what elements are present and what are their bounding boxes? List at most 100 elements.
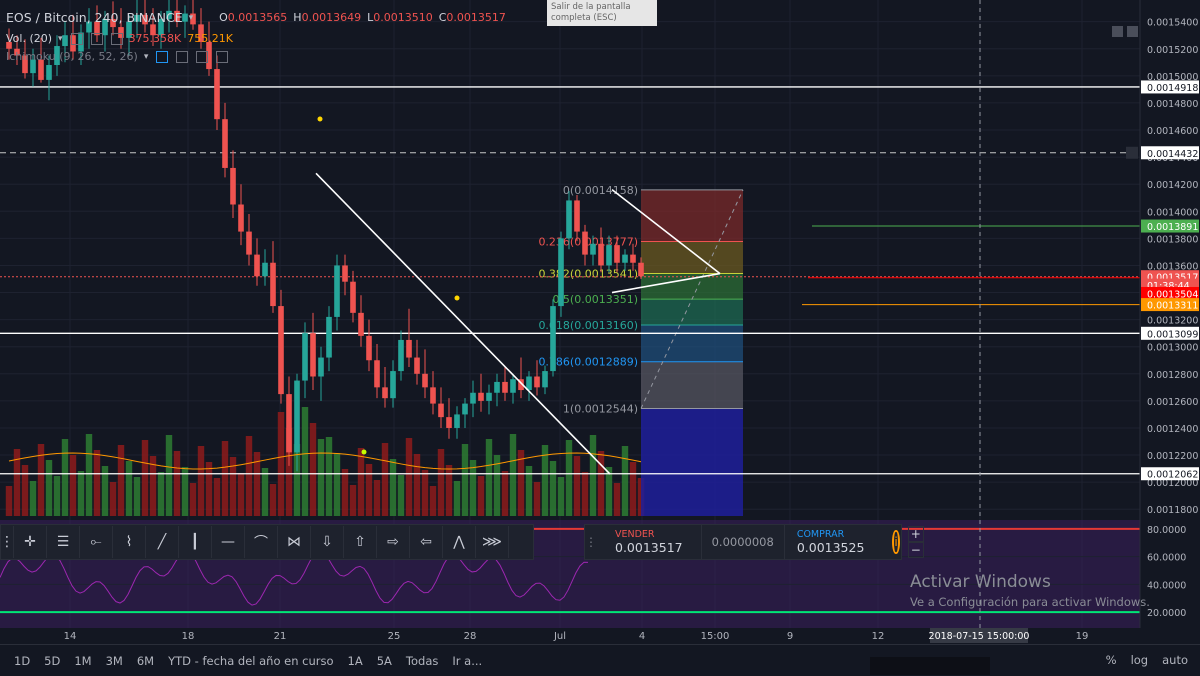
- lines-icon[interactable]: ☰: [47, 526, 80, 558]
- log-toggle[interactable]: log: [1130, 653, 1149, 667]
- signal-dot: [317, 116, 323, 122]
- volume-bar: [165, 435, 173, 516]
- xabcd-icon[interactable]: ⋈: [278, 526, 311, 558]
- trade-panel: ⋮ VENDER 0.0013517 0.0000008 COMPRAR 0.0…: [584, 524, 924, 560]
- candle-body: [638, 262, 644, 277]
- head-shoulders-icon[interactable]: ⋀: [443, 526, 476, 558]
- vertical-line-icon[interactable]: ┃: [179, 526, 212, 558]
- price-label: 01:38:44: [1147, 281, 1190, 292]
- arrow-down-icon[interactable]: ⇩: [311, 526, 344, 558]
- price-label-box: [1141, 80, 1199, 94]
- interval-1[interactable]: 5D: [44, 653, 61, 668]
- signal-dot: [454, 295, 460, 301]
- settings-icon[interactable]: [70, 32, 83, 45]
- volume-bar: [589, 435, 597, 516]
- trend-line-icon[interactable]: ╱: [146, 526, 179, 558]
- decrease-button[interactable]: −: [907, 542, 924, 558]
- ray-icon[interactable]: —: [212, 526, 245, 558]
- ichimoku-label[interactable]: Ichimoku (9, 26, 52, 26): [6, 50, 138, 63]
- candle-body: [254, 254, 260, 277]
- chevron-down-icon[interactable]: ▾: [143, 51, 149, 62]
- price-tick: 0.0013200: [1147, 316, 1198, 327]
- volume-bar: [93, 450, 101, 516]
- fib-level-label: 0.786(0.0012889): [538, 356, 638, 369]
- trade-grip-icon[interactable]: ⋮: [585, 535, 597, 549]
- increase-button[interactable]: +: [907, 526, 924, 542]
- volume-bar: [77, 471, 85, 516]
- fib-level-label: 0.5(0.0013351): [552, 293, 638, 306]
- volume-bar: [237, 473, 245, 516]
- price-label: 0.0013311: [1147, 301, 1198, 312]
- remove-icon[interactable]: [196, 50, 209, 63]
- price-label-box: [1141, 298, 1199, 312]
- close-icon[interactable]: [110, 32, 123, 45]
- candle-body: [566, 200, 572, 239]
- interval-7[interactable]: 5A: [376, 653, 392, 668]
- candle-body: [470, 392, 476, 404]
- symbol-title[interactable]: EOS / Bitcoin, 240, BINANCE: [6, 10, 183, 25]
- candle-body: [334, 265, 340, 317]
- auto-toggle[interactable]: auto: [1162, 653, 1188, 667]
- interval-4[interactable]: 6M: [136, 653, 155, 668]
- volume-bar: [573, 456, 581, 516]
- interval-5[interactable]: YTD - fecha del año en curso: [168, 653, 334, 668]
- arrow-right-icon[interactable]: ⇨: [377, 526, 410, 558]
- volume-bar: [341, 469, 349, 516]
- candle-body: [318, 357, 324, 377]
- volume-bar: [413, 454, 421, 516]
- abcd-icon[interactable]: ⌒: [245, 526, 278, 558]
- toolbar-grip-icon[interactable]: ⋮: [0, 526, 14, 558]
- time-tick: 25: [388, 631, 401, 642]
- candle-body: [606, 245, 612, 266]
- price-label: 0.0013517: [1147, 273, 1198, 284]
- interval-8[interactable]: Todas: [405, 653, 439, 668]
- volume-bar: [381, 443, 389, 516]
- time-tick: 18: [182, 631, 195, 642]
- interval-0[interactable]: 1D: [14, 653, 31, 668]
- sell-button[interactable]: VENDER 0.0013517: [597, 525, 702, 559]
- horizontal-ray-icon[interactable]: ⟜: [80, 526, 113, 558]
- arrow-left-icon[interactable]: ⇦: [410, 526, 443, 558]
- move-down-icon[interactable]: [1112, 26, 1123, 37]
- pattern-icon[interactable]: ⌇: [113, 526, 146, 558]
- price-tick: 0.0014200: [1147, 180, 1198, 191]
- maximize-icon[interactable]: [1127, 26, 1138, 37]
- interval-6[interactable]: 1A: [347, 653, 363, 668]
- candle-body: [38, 59, 44, 80]
- price-label: 0.0014918: [1147, 83, 1198, 94]
- chevron-down-icon[interactable]: ▾: [58, 33, 63, 44]
- buy-button[interactable]: COMPRAR 0.0013525: [783, 525, 877, 559]
- candle-body: [166, 10, 172, 19]
- volume-legend: Vol. (20) ▾ 375.358K 755.21K: [6, 32, 233, 45]
- candle-body: [374, 360, 380, 388]
- interval-9[interactable]: Ir a...: [452, 653, 483, 668]
- volume-bar: [133, 477, 141, 516]
- pane-controls: [1112, 26, 1138, 37]
- price-label: 0.0013891: [1147, 222, 1198, 233]
- arrow-up-icon[interactable]: ⇧: [344, 526, 377, 558]
- volume-bar: [461, 444, 469, 516]
- volume-bar: [277, 412, 285, 516]
- close-icon[interactable]: [216, 50, 229, 63]
- time-tick: 4: [639, 631, 645, 642]
- price-tick: 0.0012600: [1147, 397, 1198, 408]
- price-label-box: [1141, 146, 1199, 160]
- eye-icon[interactable]: [90, 32, 103, 45]
- price-label: 0.0012062: [1147, 470, 1198, 481]
- elliott-icon[interactable]: ⋙: [476, 526, 509, 558]
- volume-bar: [557, 477, 565, 516]
- interval-3[interactable]: 3M: [105, 653, 123, 668]
- settings-icon[interactable]: [156, 50, 169, 63]
- percent-toggle[interactable]: %: [1105, 653, 1117, 667]
- volume-label[interactable]: Vol. (20): [6, 32, 53, 45]
- chevron-down-icon[interactable]: ▾: [188, 12, 194, 23]
- info-icon[interactable]: i: [892, 530, 900, 554]
- volume-bar: [597, 451, 605, 516]
- crosshair-icon[interactable]: ✛: [14, 526, 47, 558]
- interval-2[interactable]: 1M: [74, 653, 92, 668]
- volume-bar: [117, 445, 125, 516]
- candle-body: [286, 394, 292, 453]
- candle-body: [222, 119, 228, 168]
- volume-bar: [525, 466, 533, 516]
- eye-icon[interactable]: [176, 50, 189, 63]
